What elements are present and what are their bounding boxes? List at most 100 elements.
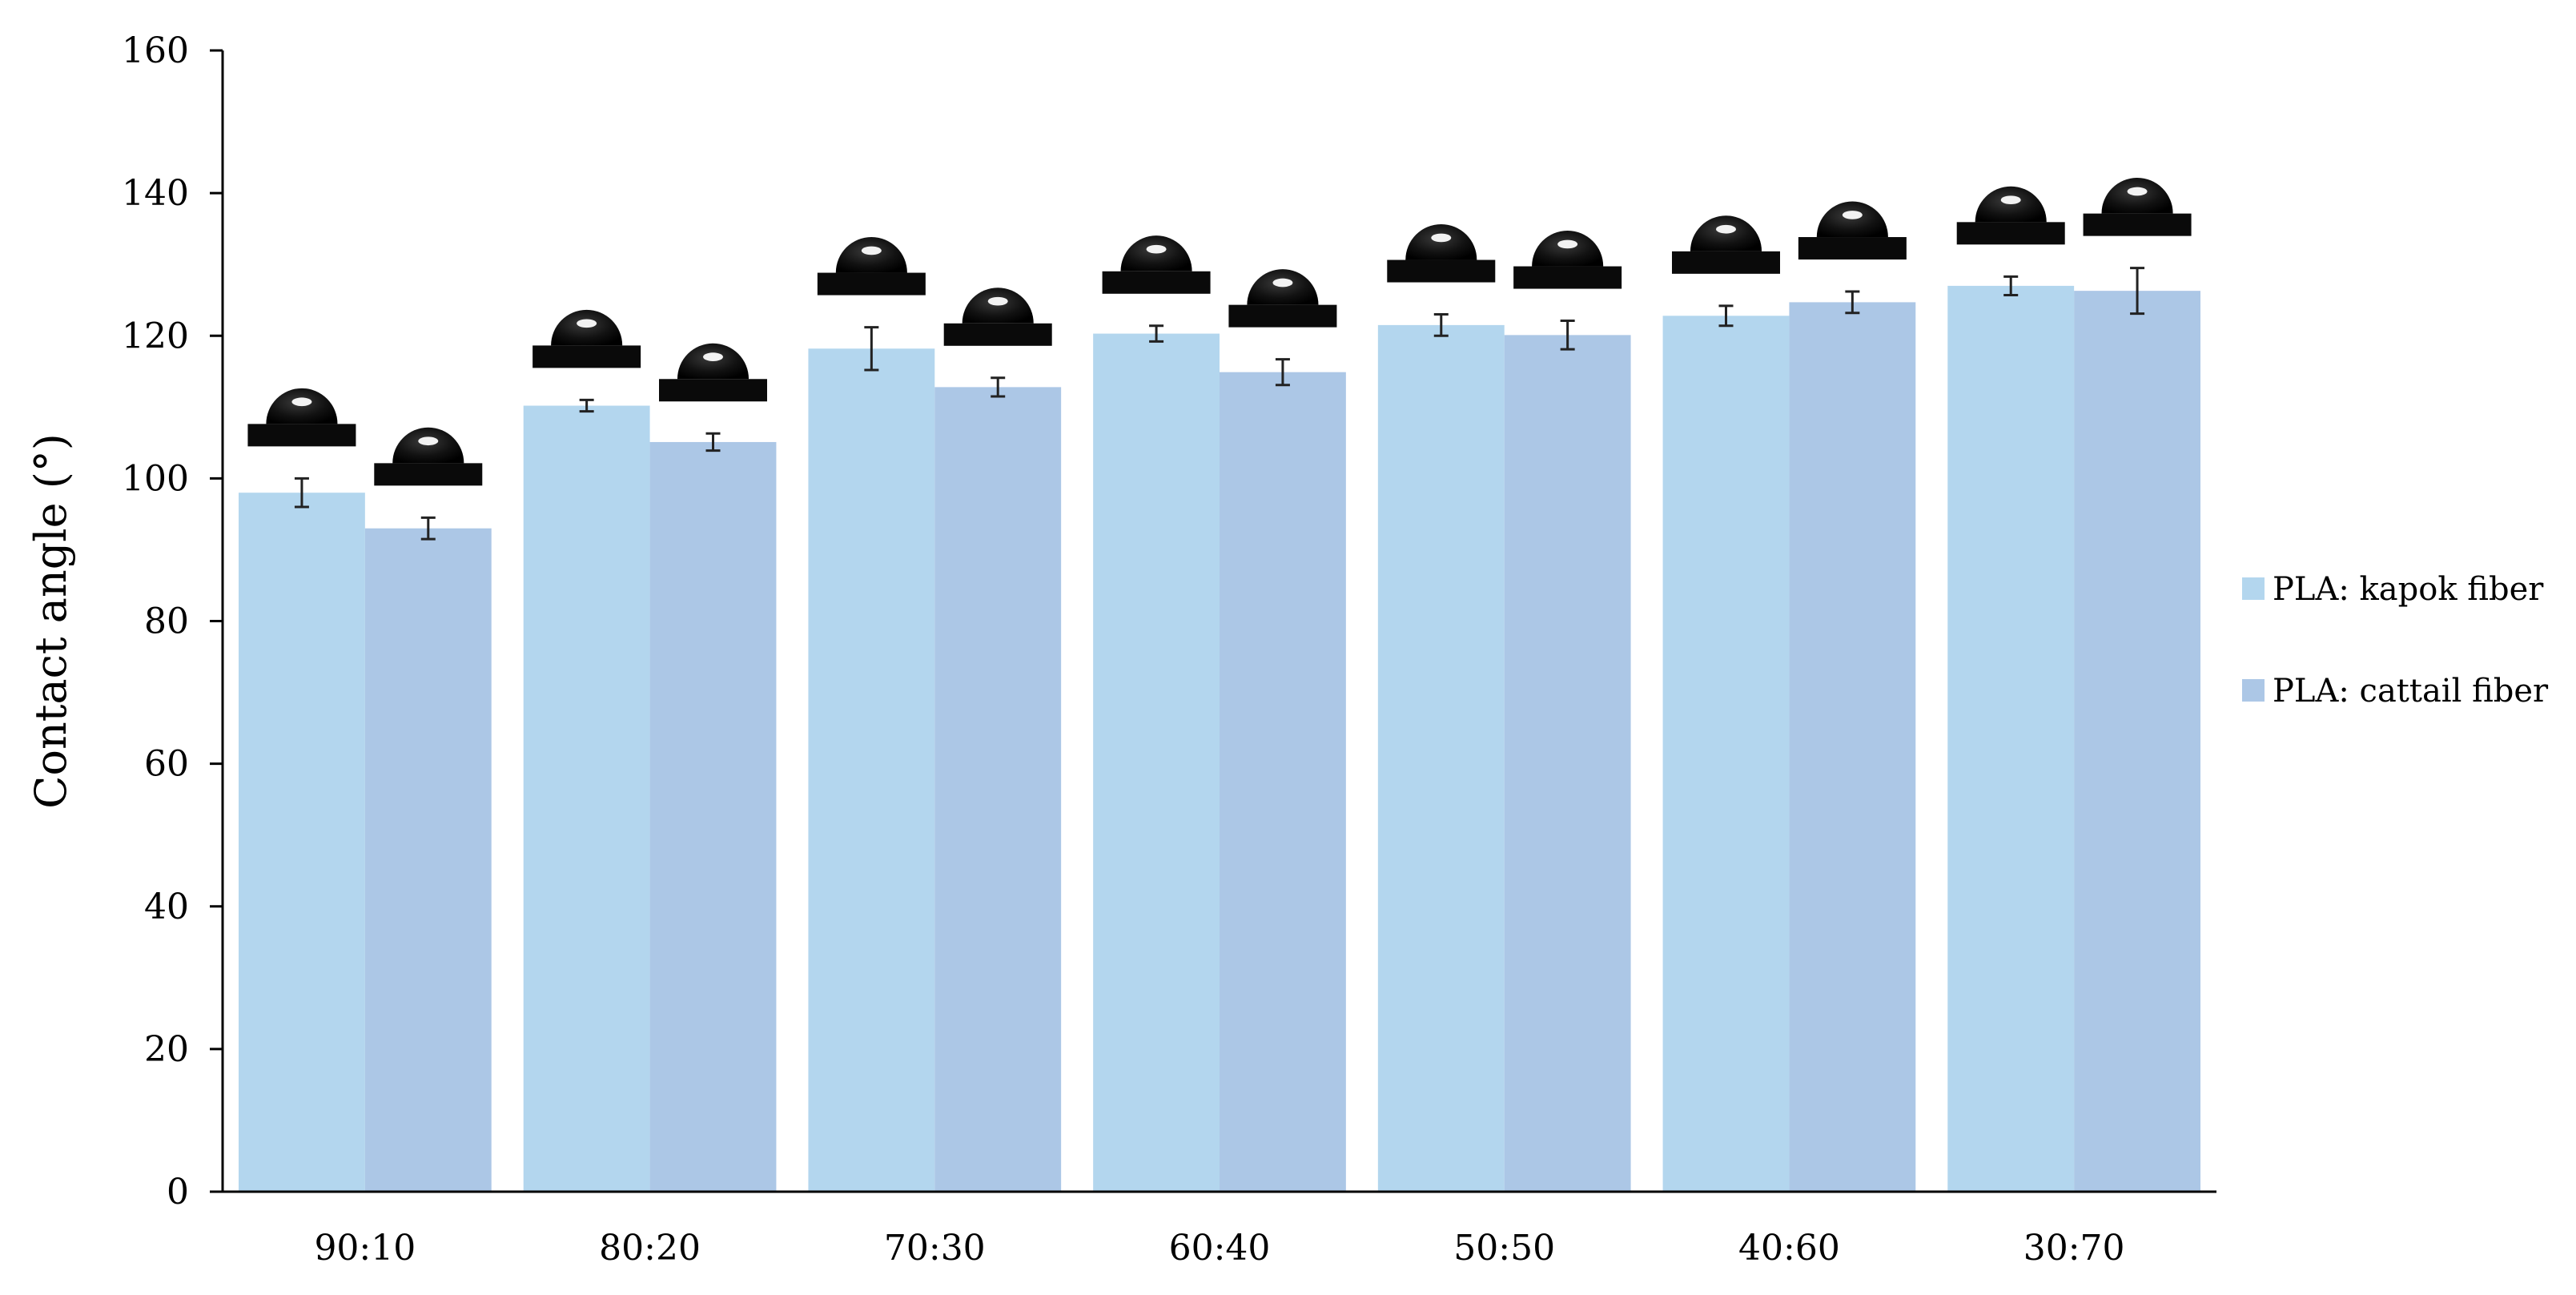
droplet-image bbox=[532, 309, 641, 368]
legend-item: PLA: cattail fiber bbox=[2242, 673, 2549, 710]
droplet-image bbox=[1956, 186, 2065, 245]
droplet-substrate bbox=[532, 345, 641, 368]
x-tick-label: 50:50 bbox=[1453, 1228, 1555, 1269]
droplet-substrate bbox=[2083, 213, 2192, 236]
y-tick-label: 0 bbox=[167, 1172, 189, 1213]
bar-cattail-60-40 bbox=[1220, 372, 1346, 1192]
error-bar bbox=[2003, 275, 2019, 296]
error-bar bbox=[1718, 304, 1734, 328]
droplet-substrate bbox=[1387, 259, 1496, 283]
droplet-substrate bbox=[1956, 222, 2065, 245]
bar-cattail-40-60 bbox=[1789, 302, 1916, 1192]
y-tick-label: 140 bbox=[122, 173, 189, 214]
droplet-substrate bbox=[1102, 271, 1211, 294]
y-tick-label: 100 bbox=[122, 458, 189, 499]
error-bar bbox=[294, 477, 309, 509]
x-tick-label: 90:10 bbox=[314, 1228, 416, 1269]
error-bar bbox=[2130, 267, 2145, 316]
y-tick-label: 160 bbox=[122, 30, 189, 71]
legend-label: PLA: cattail fiber bbox=[2273, 673, 2549, 710]
droplet-image bbox=[1798, 201, 1907, 260]
droplet-substrate bbox=[817, 272, 926, 296]
bar-kapok-50-50 bbox=[1377, 324, 1505, 1192]
x-tick-label: 80:20 bbox=[599, 1228, 701, 1269]
droplet-substrate bbox=[659, 379, 767, 402]
error-bar bbox=[1275, 358, 1290, 387]
axes-layer: 90:10 80:20 70:30 60:40 50:50 40:60 30:70 0 20 40… bbox=[26, 30, 2216, 1269]
droplet-substrate bbox=[943, 323, 1052, 346]
droplet-image bbox=[943, 288, 1052, 346]
droplet-highlight bbox=[2127, 187, 2148, 196]
droplet-highlight bbox=[1716, 224, 1736, 234]
droplet-highlight bbox=[1146, 244, 1167, 254]
error-bar bbox=[991, 376, 1006, 398]
droplet-highlight bbox=[1842, 211, 1863, 219]
error-bar bbox=[579, 398, 594, 413]
droplet-image bbox=[817, 237, 926, 296]
droplet-substrate bbox=[1228, 304, 1337, 328]
droplet-image bbox=[374, 427, 483, 486]
error-bar bbox=[420, 516, 436, 541]
x-tick-label: 30:70 bbox=[2023, 1228, 2125, 1269]
droplet-image bbox=[659, 343, 767, 402]
droplet-highlight bbox=[577, 319, 597, 328]
legend-label: PLA: kapok fiber bbox=[2273, 571, 2544, 608]
x-tick-label: 40:60 bbox=[1738, 1228, 1840, 1269]
droplet-shape bbox=[1532, 230, 1604, 267]
error-bar bbox=[1433, 313, 1449, 337]
y-tick-label: 40 bbox=[144, 887, 189, 927]
legend-swatch bbox=[2242, 679, 2265, 702]
y-axis-title: Contact angle (°) bbox=[26, 433, 76, 809]
droplet-image bbox=[2083, 178, 2192, 236]
bar-cattail-90-10 bbox=[364, 528, 492, 1192]
bar-kapok-60-40 bbox=[1093, 333, 1220, 1192]
droplet-image bbox=[1513, 230, 1622, 289]
droplet-highlight bbox=[987, 296, 1008, 306]
bar-kapok-70-30 bbox=[808, 348, 935, 1192]
droplet-image bbox=[1387, 223, 1496, 283]
droplet-shape bbox=[551, 309, 623, 346]
error-bar bbox=[1149, 324, 1164, 343]
legend-swatch bbox=[2242, 577, 2265, 600]
droplet-substrate bbox=[374, 463, 483, 486]
droplet-highlight bbox=[1557, 239, 1578, 249]
droplet-shape bbox=[1405, 223, 1477, 260]
droplet-highlight bbox=[703, 352, 723, 361]
error-bar bbox=[1560, 320, 1575, 351]
y-tick-label: 120 bbox=[122, 316, 189, 356]
droplet-shape bbox=[677, 343, 749, 380]
droplet-substrate bbox=[1798, 237, 1907, 260]
droplet-shape bbox=[835, 237, 907, 273]
droplet-image bbox=[1102, 235, 1211, 294]
error-bar bbox=[1845, 290, 1860, 315]
droplet-images-layer bbox=[247, 178, 2192, 486]
droplet-highlight bbox=[2000, 195, 2021, 205]
bar-cattail-50-50 bbox=[1504, 335, 1631, 1192]
legend-item: PLA: kapok fiber bbox=[2242, 571, 2544, 608]
bar-kapok-80-20 bbox=[523, 405, 650, 1192]
error-bar bbox=[705, 432, 721, 452]
droplet-substrate bbox=[247, 424, 356, 447]
droplet-substrate bbox=[1513, 266, 1622, 289]
error-bar bbox=[864, 326, 879, 372]
bar-kapok-90-10 bbox=[239, 493, 365, 1192]
x-tick-label: 60:40 bbox=[1169, 1228, 1271, 1269]
y-tick-label: 80 bbox=[144, 601, 189, 642]
x-tick-label: 70:30 bbox=[884, 1228, 986, 1269]
y-tick-label: 20 bbox=[144, 1029, 189, 1070]
bar-cattail-70-30 bbox=[934, 387, 1062, 1192]
error-bars-layer bbox=[294, 267, 2145, 541]
bar-cattail-80-20 bbox=[649, 441, 777, 1192]
bar-kapok-30-70 bbox=[1947, 285, 2075, 1192]
droplet-highlight bbox=[861, 246, 882, 255]
droplet-highlight bbox=[1431, 233, 1452, 243]
y-tick-label: 60 bbox=[144, 744, 189, 785]
bar-kapok-40-60 bbox=[1662, 316, 1790, 1192]
droplet-highlight bbox=[1272, 278, 1293, 288]
droplet-highlight bbox=[291, 397, 312, 407]
droplet-substrate bbox=[1672, 251, 1780, 274]
droplet-image bbox=[247, 388, 356, 447]
bar-cattail-30-70 bbox=[2074, 291, 2200, 1192]
bars-layer bbox=[239, 285, 2200, 1192]
